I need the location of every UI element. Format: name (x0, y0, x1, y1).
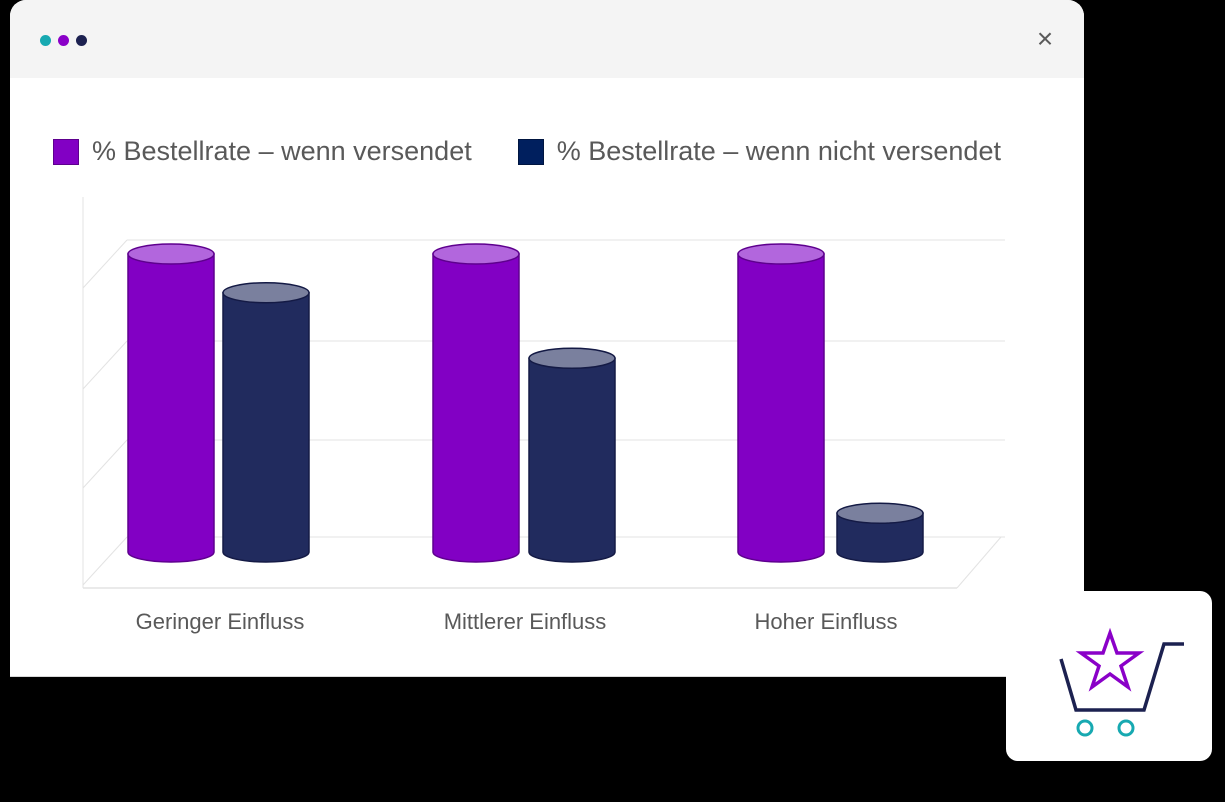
gridline-side (82, 239, 128, 289)
purple-dot-icon (58, 35, 69, 46)
gridline-side (82, 340, 128, 390)
legend-item-nicht-versendet: % Bestellrate – wenn nicht versendet (517, 136, 1001, 167)
cylinder-top (528, 347, 616, 370)
x-label: Hoher Einfluss (754, 609, 898, 634)
chart-window: × % Bestellrate – wenn versendet % Beste… (10, 0, 1084, 676)
shopping-cart-star-icon (1059, 627, 1184, 737)
cylinder-top (432, 243, 520, 265)
cylinder-body (836, 512, 924, 563)
floor-right-edge (956, 536, 1002, 589)
cylinder-body (127, 253, 215, 563)
legend-label: % Bestellrate – wenn versendet (92, 136, 472, 166)
x-label: Geringer Einfluss (135, 609, 305, 634)
legend-label: % Bestellrate – wenn nicht versendet (556, 136, 1001, 166)
cart-badge (1006, 591, 1212, 761)
legend-swatch-purple (53, 138, 79, 165)
cylinder-body (528, 357, 616, 563)
chart-legend: % Bestellrate – wenn versendet % Bestell… (53, 136, 1047, 167)
navy-dot-icon (76, 35, 87, 46)
gridline-side (82, 536, 128, 586)
teal-dot-icon (40, 35, 51, 46)
cylinder-top (127, 243, 215, 265)
title-bar: × (10, 0, 1084, 78)
cylinder-top (737, 243, 825, 265)
cylinder-body (432, 253, 520, 563)
cylinder-top (836, 502, 924, 525)
close-icon[interactable]: × (1036, 23, 1054, 54)
bar-chart-3d (82, 197, 1005, 589)
gridline-side (82, 439, 128, 489)
cylinder-body (222, 291, 310, 563)
legend-swatch-navy (517, 138, 544, 165)
cylinder-body (737, 253, 825, 563)
x-label: Mittlerer Einfluss (443, 609, 607, 634)
cylinder-top (222, 281, 310, 304)
legend-item-versendet: % Bestellrate – wenn versendet (53, 136, 472, 167)
